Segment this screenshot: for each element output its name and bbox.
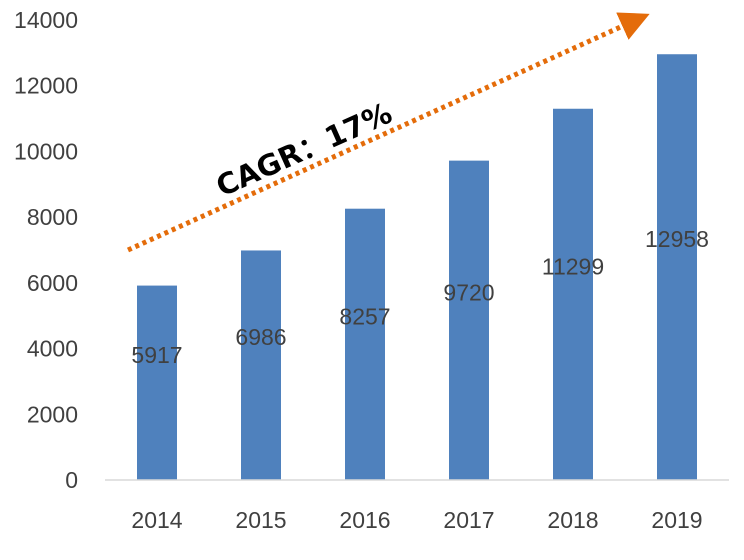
bars bbox=[137, 54, 697, 481]
bar bbox=[241, 250, 281, 480]
y-tick-label: 6000 bbox=[27, 270, 78, 296]
y-tick-label: 10000 bbox=[14, 138, 78, 164]
data-label: 5917 bbox=[131, 342, 182, 368]
x-tick-label: 2015 bbox=[235, 507, 286, 533]
y-tick-label: 4000 bbox=[27, 336, 78, 362]
x-tick-label: 2016 bbox=[339, 507, 390, 533]
data-label: 6986 bbox=[235, 324, 286, 350]
x-tick-label: 2014 bbox=[131, 507, 182, 533]
cagr-annotation: CAGR：17% bbox=[211, 96, 397, 204]
bar bbox=[449, 160, 489, 480]
data-labels: 5917 6986 8257 9720 11299 12958 bbox=[131, 226, 709, 368]
y-tick-label: 2000 bbox=[27, 401, 78, 427]
y-tick-label: 0 bbox=[65, 467, 78, 493]
data-label: 9720 bbox=[443, 279, 494, 305]
y-tick-label: 12000 bbox=[14, 73, 78, 99]
data-label: 12958 bbox=[645, 226, 709, 252]
x-tick-label: 2019 bbox=[651, 507, 702, 533]
cagr-arrow bbox=[126, 12, 650, 253]
y-tick-label: 8000 bbox=[27, 204, 78, 230]
bar bbox=[137, 285, 177, 480]
data-label: 8257 bbox=[339, 303, 390, 329]
y-tick-label: 14000 bbox=[14, 7, 78, 33]
x-axis-ticks: 2014 2015 2016 2017 2018 2019 bbox=[131, 507, 702, 533]
bar bbox=[345, 208, 385, 480]
bar bbox=[553, 108, 593, 481]
y-axis-ticks: 0 2000 4000 6000 8000 10000 12000 14000 bbox=[14, 7, 78, 493]
x-tick-label: 2018 bbox=[547, 507, 598, 533]
data-label: 11299 bbox=[542, 253, 604, 279]
bar bbox=[657, 54, 697, 480]
x-tick-label: 2017 bbox=[443, 507, 494, 533]
